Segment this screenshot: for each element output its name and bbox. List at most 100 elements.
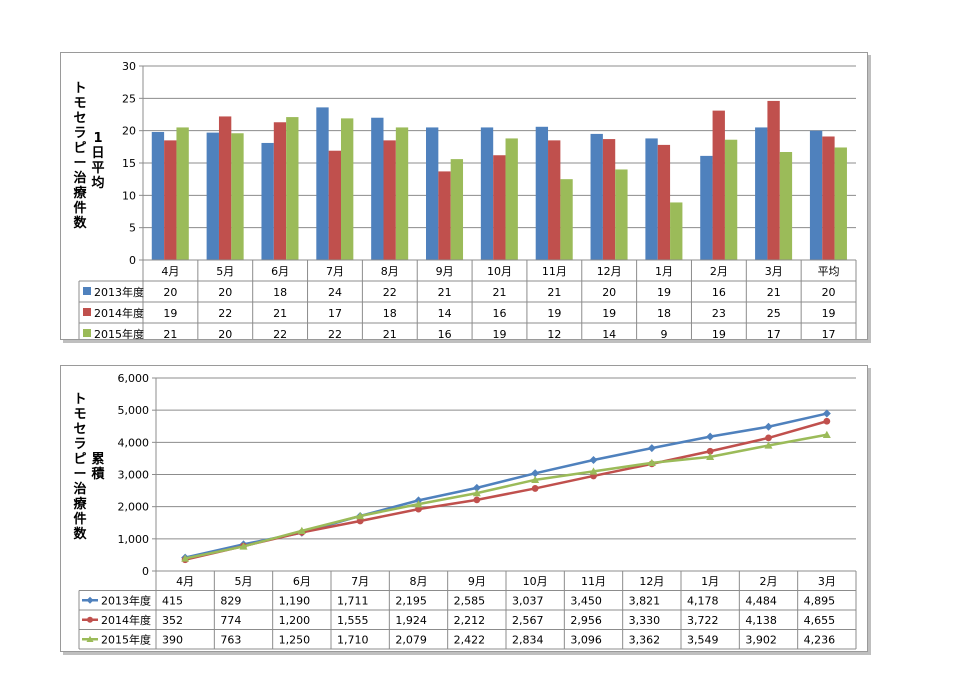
data-point xyxy=(647,444,656,453)
bar xyxy=(493,155,506,260)
data-label: 20 xyxy=(822,286,836,299)
y-tick-label: 6,000 xyxy=(118,372,150,385)
data-label: 4,895 xyxy=(804,595,836,608)
data-label: 3,037 xyxy=(512,595,544,608)
bar xyxy=(206,132,219,260)
data-label: 2,079 xyxy=(395,634,427,647)
bar xyxy=(231,133,244,260)
category-label: 5月 xyxy=(216,265,234,278)
bar xyxy=(712,110,725,260)
data-label: 19 xyxy=(163,307,177,320)
data-label: 352 xyxy=(162,614,183,627)
data-point xyxy=(414,500,423,508)
data-label: 16 xyxy=(493,307,507,320)
data-label: 9 xyxy=(661,328,668,339)
data-label: 21 xyxy=(273,307,287,320)
bar xyxy=(273,122,287,260)
data-label: 1,555 xyxy=(337,614,369,627)
legend-label: 2014年度 xyxy=(94,306,144,320)
bar xyxy=(286,117,299,260)
data-point xyxy=(531,469,540,478)
data-label: 3,362 xyxy=(629,634,661,647)
data-label: 21 xyxy=(547,286,561,299)
data-point xyxy=(823,417,831,425)
data-label: 21 xyxy=(163,328,177,339)
category-label: 9月 xyxy=(468,575,486,588)
bar xyxy=(755,127,768,260)
bar xyxy=(645,138,658,260)
data-label: 18 xyxy=(657,307,671,320)
data-point xyxy=(822,409,831,418)
data-label: 17 xyxy=(767,328,781,339)
bar xyxy=(383,140,396,260)
data-label: 3,096 xyxy=(570,634,602,647)
daily-average-chart-panel: トモセラピー治療件数 1日平均 0 5 10 15 20 25 30 4月 5月 6月 7月 8月 9月… xyxy=(60,52,868,340)
category-label: 7月 xyxy=(351,575,369,588)
bar xyxy=(151,131,165,260)
category-label: 4月 xyxy=(161,265,179,278)
data-label: 2,834 xyxy=(512,634,544,647)
data-label: 24 xyxy=(328,286,342,299)
bar xyxy=(809,130,823,260)
data-label: 1,924 xyxy=(395,614,427,627)
data-label: 3,330 xyxy=(629,614,661,627)
data-point xyxy=(531,485,539,492)
chart2-ylabel-inner: 累積 xyxy=(91,452,105,482)
bar xyxy=(822,136,835,260)
data-label: 2,212 xyxy=(454,614,486,627)
bar xyxy=(261,142,274,260)
bar xyxy=(535,126,549,260)
data-label: 4,236 xyxy=(804,634,836,647)
y-tick-label: 1,000 xyxy=(118,533,150,546)
data-point xyxy=(647,458,656,467)
chart2-ylabel-outer: トモセラピー治療件数 xyxy=(73,392,87,542)
data-label: 22 xyxy=(218,307,232,320)
daily-average-bar-chart: 0 5 10 15 20 25 30 4月 5月 6月 7月 8月 9月 10月 11月 12月 1月 2月 3月 平… xyxy=(78,60,857,339)
category-label: 2月 xyxy=(710,265,728,278)
category-label: 8月 xyxy=(381,265,399,278)
bar xyxy=(480,127,494,260)
data-label: 19 xyxy=(657,286,671,299)
data-label: 774 xyxy=(220,614,241,627)
category-label: 11月 xyxy=(581,575,606,588)
data-point xyxy=(472,489,481,497)
data-point xyxy=(181,554,190,562)
data-label: 21 xyxy=(767,286,781,299)
data-label: 20 xyxy=(602,286,616,299)
data-label: 18 xyxy=(273,286,287,299)
data-label: 3,902 xyxy=(745,634,777,647)
data-label: 4,178 xyxy=(687,595,719,608)
legend-label: 2015年度 xyxy=(101,633,151,647)
legend-label: 2013年度 xyxy=(94,285,144,299)
data-label: 14 xyxy=(602,328,616,339)
category-label: 11月 xyxy=(542,265,567,278)
bar xyxy=(615,169,628,260)
data-label: 4,138 xyxy=(745,614,777,627)
category-label: 6月 xyxy=(293,575,311,588)
cumulative-chart-panel: トモセラピー治療件数 累積 0 1,000 2,000 3,000 4,000 5,000… xyxy=(60,365,868,652)
category-label: 1月 xyxy=(701,575,719,588)
y-tick-label: 3,000 xyxy=(118,469,150,482)
data-point xyxy=(706,452,715,461)
data-label: 17 xyxy=(822,328,836,339)
data-label: 19 xyxy=(822,307,836,320)
data-label: 1,250 xyxy=(279,634,311,647)
y-tick-label: 0 xyxy=(142,565,149,578)
legend-label: 2015年度 xyxy=(94,327,144,339)
data-point xyxy=(239,542,248,550)
data-point xyxy=(86,635,94,643)
bar xyxy=(779,152,793,260)
chart1-ylabel-outer: トモセラピー治療件数 xyxy=(73,81,87,231)
y-tick-label: 30 xyxy=(122,60,136,73)
y-tick-label: 15 xyxy=(122,157,136,170)
data-point xyxy=(356,517,364,525)
data-label: 4,484 xyxy=(745,595,777,608)
bar xyxy=(505,138,518,260)
data-label: 16 xyxy=(438,328,452,339)
data-label: 20 xyxy=(218,286,232,299)
bar xyxy=(590,133,603,260)
data-point xyxy=(297,526,306,534)
category-label: 3月 xyxy=(765,265,783,278)
data-label: 18 xyxy=(383,307,397,320)
data-label: 415 xyxy=(162,595,183,608)
